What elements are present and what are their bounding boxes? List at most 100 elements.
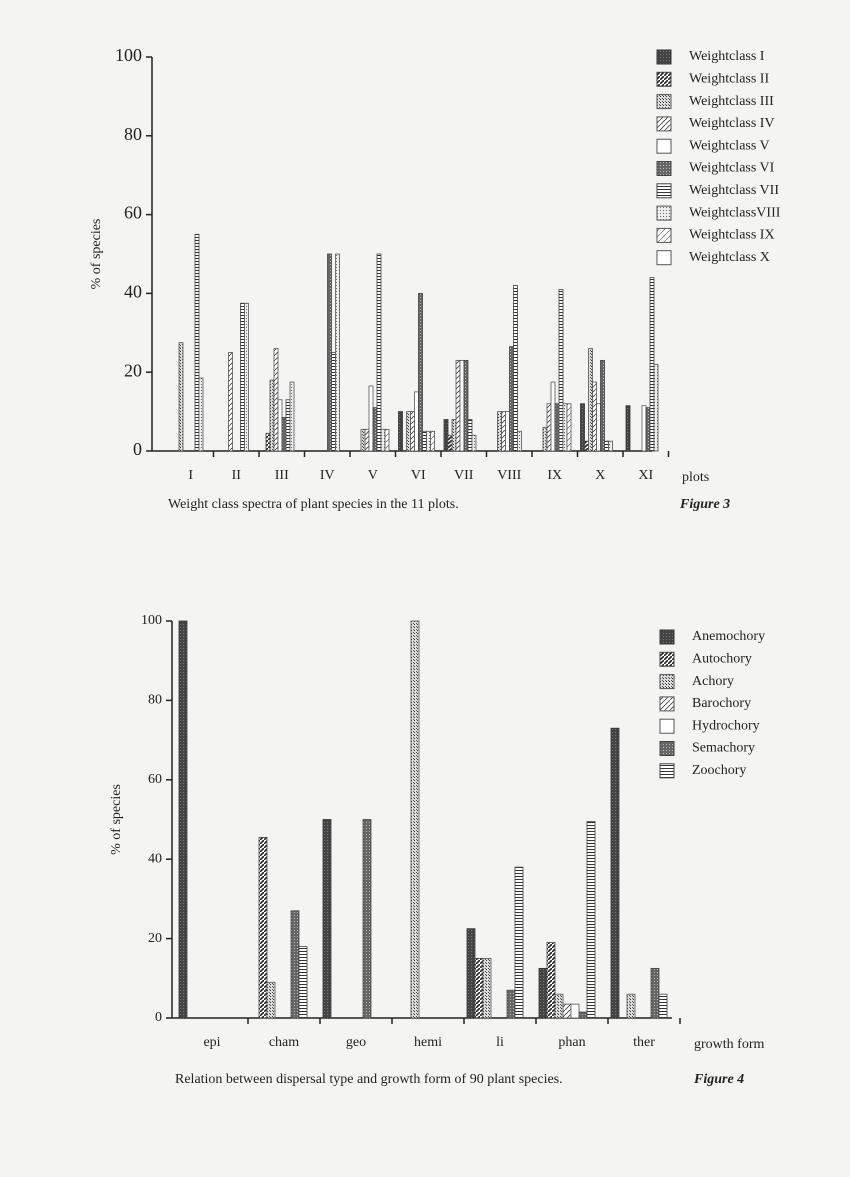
bar xyxy=(418,292,423,452)
legend-label: Weightclass I xyxy=(689,49,765,64)
bar xyxy=(471,434,477,452)
bar xyxy=(584,440,589,452)
x-tick-label: epi xyxy=(203,1035,220,1050)
y-tick-label: 80 xyxy=(124,124,142,144)
legend-swatch xyxy=(656,49,672,65)
x-tick-label: hemi xyxy=(414,1035,442,1050)
bar xyxy=(505,411,510,452)
y-tick-label: 60 xyxy=(148,772,162,787)
legend-label: Weightclass X xyxy=(689,250,770,265)
caption: Weight class spectra of plant species in… xyxy=(168,497,459,512)
bar xyxy=(482,958,492,1019)
bar xyxy=(327,253,332,452)
legend-label: Weightclass IV xyxy=(689,116,775,131)
x-tick-label: geo xyxy=(346,1035,366,1050)
bar xyxy=(466,928,476,1019)
bar xyxy=(258,836,268,1019)
y-tick-label: 40 xyxy=(148,851,162,866)
legend-label: Zoochory xyxy=(692,763,746,778)
y-tick-label: 100 xyxy=(115,45,142,65)
legend-label: Anemochory xyxy=(692,629,765,644)
x-tick-label: IV xyxy=(320,468,335,483)
bar xyxy=(194,233,200,452)
bar xyxy=(538,967,548,1019)
bar xyxy=(517,430,522,452)
legend-swatch xyxy=(659,629,675,645)
bar xyxy=(178,620,188,1019)
bar xyxy=(463,359,469,452)
x-tick-label: VIII xyxy=(497,468,521,483)
bar xyxy=(570,1003,580,1019)
legend-swatch xyxy=(659,674,675,690)
bar xyxy=(198,377,204,452)
bar xyxy=(566,403,572,452)
y-tick-label: 60 xyxy=(124,203,142,223)
bar xyxy=(509,346,514,452)
y-tick-label: 20 xyxy=(148,931,162,946)
bar xyxy=(335,253,340,452)
bar xyxy=(550,381,556,452)
x-tick-label: IX xyxy=(547,468,562,483)
x-tick-label: III xyxy=(275,468,289,483)
bar xyxy=(398,411,403,452)
bar xyxy=(414,391,419,452)
bar xyxy=(422,430,427,452)
y-axis-label: % of species xyxy=(109,784,124,855)
bar xyxy=(289,381,295,452)
bar xyxy=(285,399,291,452)
bar xyxy=(580,403,585,452)
y-tick-label: 100 xyxy=(141,613,162,628)
bar xyxy=(178,342,184,452)
bar xyxy=(244,302,249,452)
bar xyxy=(562,1003,572,1019)
x-tick-label: VI xyxy=(411,468,426,483)
bar xyxy=(447,434,453,452)
x-tick-label: cham xyxy=(269,1035,299,1050)
bar xyxy=(368,385,374,452)
bar xyxy=(650,967,660,1019)
bar xyxy=(542,426,548,452)
bar xyxy=(546,942,556,1019)
bar xyxy=(658,993,668,1019)
bar xyxy=(653,363,659,452)
bar xyxy=(645,407,651,452)
bar xyxy=(410,620,420,1019)
y-tick-label: 40 xyxy=(124,282,142,302)
bar xyxy=(600,359,605,452)
legend-label: Weightclass VI xyxy=(689,161,775,176)
bar xyxy=(608,440,613,452)
bar xyxy=(459,359,465,452)
legend-label: Weightclass IX xyxy=(689,228,775,243)
bar xyxy=(240,302,245,452)
x-tick-label: II xyxy=(232,468,242,483)
bar xyxy=(290,910,300,1019)
bar xyxy=(554,403,560,452)
x-tick-label: V xyxy=(368,468,378,483)
bar xyxy=(501,411,506,452)
bar xyxy=(372,407,378,452)
legend-swatch xyxy=(656,205,672,221)
legend-label: Weightclass II xyxy=(689,72,769,87)
bar xyxy=(514,866,524,1019)
bar xyxy=(266,981,276,1019)
legend-label: Weightclass VII xyxy=(689,183,779,198)
bar xyxy=(322,819,332,1019)
legend-swatch xyxy=(659,741,675,756)
bar xyxy=(269,379,275,452)
x-tick-label: X xyxy=(595,468,605,483)
legend-label: Weightclass III xyxy=(689,94,774,109)
legend-swatch xyxy=(656,94,672,110)
bar xyxy=(384,428,390,452)
bar xyxy=(641,405,647,452)
y-tick-label: 80 xyxy=(148,693,162,708)
bar xyxy=(364,428,370,452)
bar xyxy=(443,419,449,452)
legend-label: Hydrochory xyxy=(692,718,760,733)
legend-swatch xyxy=(656,161,672,176)
legend-swatch xyxy=(656,250,672,266)
bar xyxy=(380,428,386,452)
figure-label: Figure 4 xyxy=(693,1072,744,1087)
legend-swatch xyxy=(659,763,675,779)
